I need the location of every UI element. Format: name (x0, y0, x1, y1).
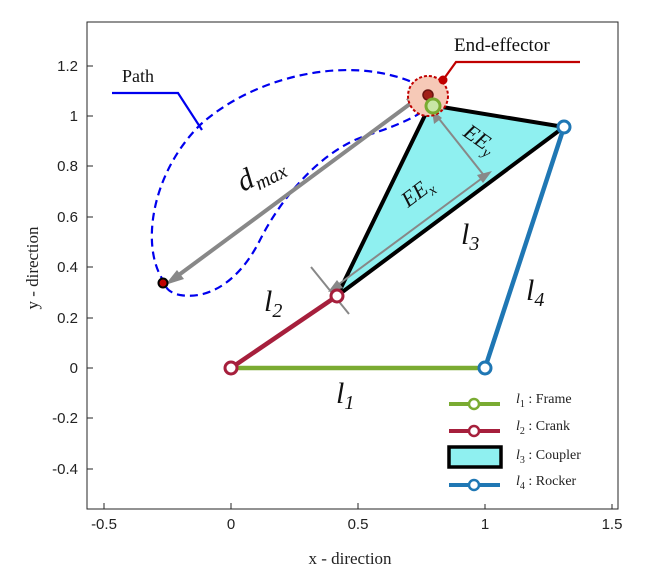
x-ticks: -0.5 0 0.5 1 1.5 (91, 503, 622, 533)
y-tick-label: 0.4 (57, 259, 78, 276)
y-ticks: 1.2 1 0.8 0.6 0.4 0.2 0 -0.2 -0.4 (52, 58, 93, 478)
l4-label: l4 (526, 274, 544, 311)
x-tick-label: 1 (481, 516, 489, 533)
x-axis-label: x - direction (308, 549, 392, 568)
y-axis-label: y - direction (23, 226, 42, 310)
x-tick-label: 0 (227, 516, 235, 533)
end-effector-pointer (442, 60, 580, 81)
end-effector-pointer-dot (438, 75, 448, 85)
y-tick-label: 1 (70, 108, 78, 125)
legend-label: l2 : Crank (516, 419, 570, 437)
legend-label: l4 : Rocker (516, 474, 577, 492)
frame-joint-right (477, 360, 493, 376)
y-tick-label: 0 (70, 360, 78, 377)
path-pointer (112, 91, 203, 131)
x-tick-label: 0.5 (348, 516, 369, 533)
crank-joint (329, 288, 345, 304)
y-tick-label: 1.2 (57, 58, 78, 75)
y-tick-label: 0.6 (57, 209, 78, 226)
x-tick-label: -0.5 (91, 516, 117, 533)
legend: l1 : Frame l2 : Crank l3 : Coupler l4 : … (442, 386, 617, 504)
legend-item-coupler: l3 : Coupler (447, 445, 581, 469)
frame-joint-left (223, 360, 239, 376)
y-tick-label: -0.4 (52, 461, 78, 478)
l2-label: l2 (264, 285, 282, 322)
legend-item-rocker: l4 : Rocker (449, 474, 577, 492)
legend-label: l3 : Coupler (516, 448, 581, 466)
joint-cross-mark (310, 266, 350, 315)
y-tick-label: 0.8 (57, 158, 78, 175)
legend-label: l1 : Frame (516, 392, 572, 410)
path-label: Path (122, 66, 154, 86)
y-tick-label: 0.2 (57, 310, 78, 327)
y-tick-label: -0.2 (52, 410, 78, 427)
coupler-vertex-point (424, 97, 442, 115)
end-effector-label: End-effector (454, 35, 550, 56)
rocker-joint (556, 119, 572, 135)
l3-label: l3 (461, 218, 479, 255)
l1-label: l1 (336, 377, 354, 414)
x-tick-label: 1.5 (602, 516, 623, 533)
legend-item-crank: l2 : Crank (449, 419, 570, 438)
crank-link (229, 294, 339, 370)
path-end-point (157, 277, 169, 289)
legend-item-frame: l1 : Frame (449, 392, 572, 411)
rocker-link (482, 126, 567, 369)
